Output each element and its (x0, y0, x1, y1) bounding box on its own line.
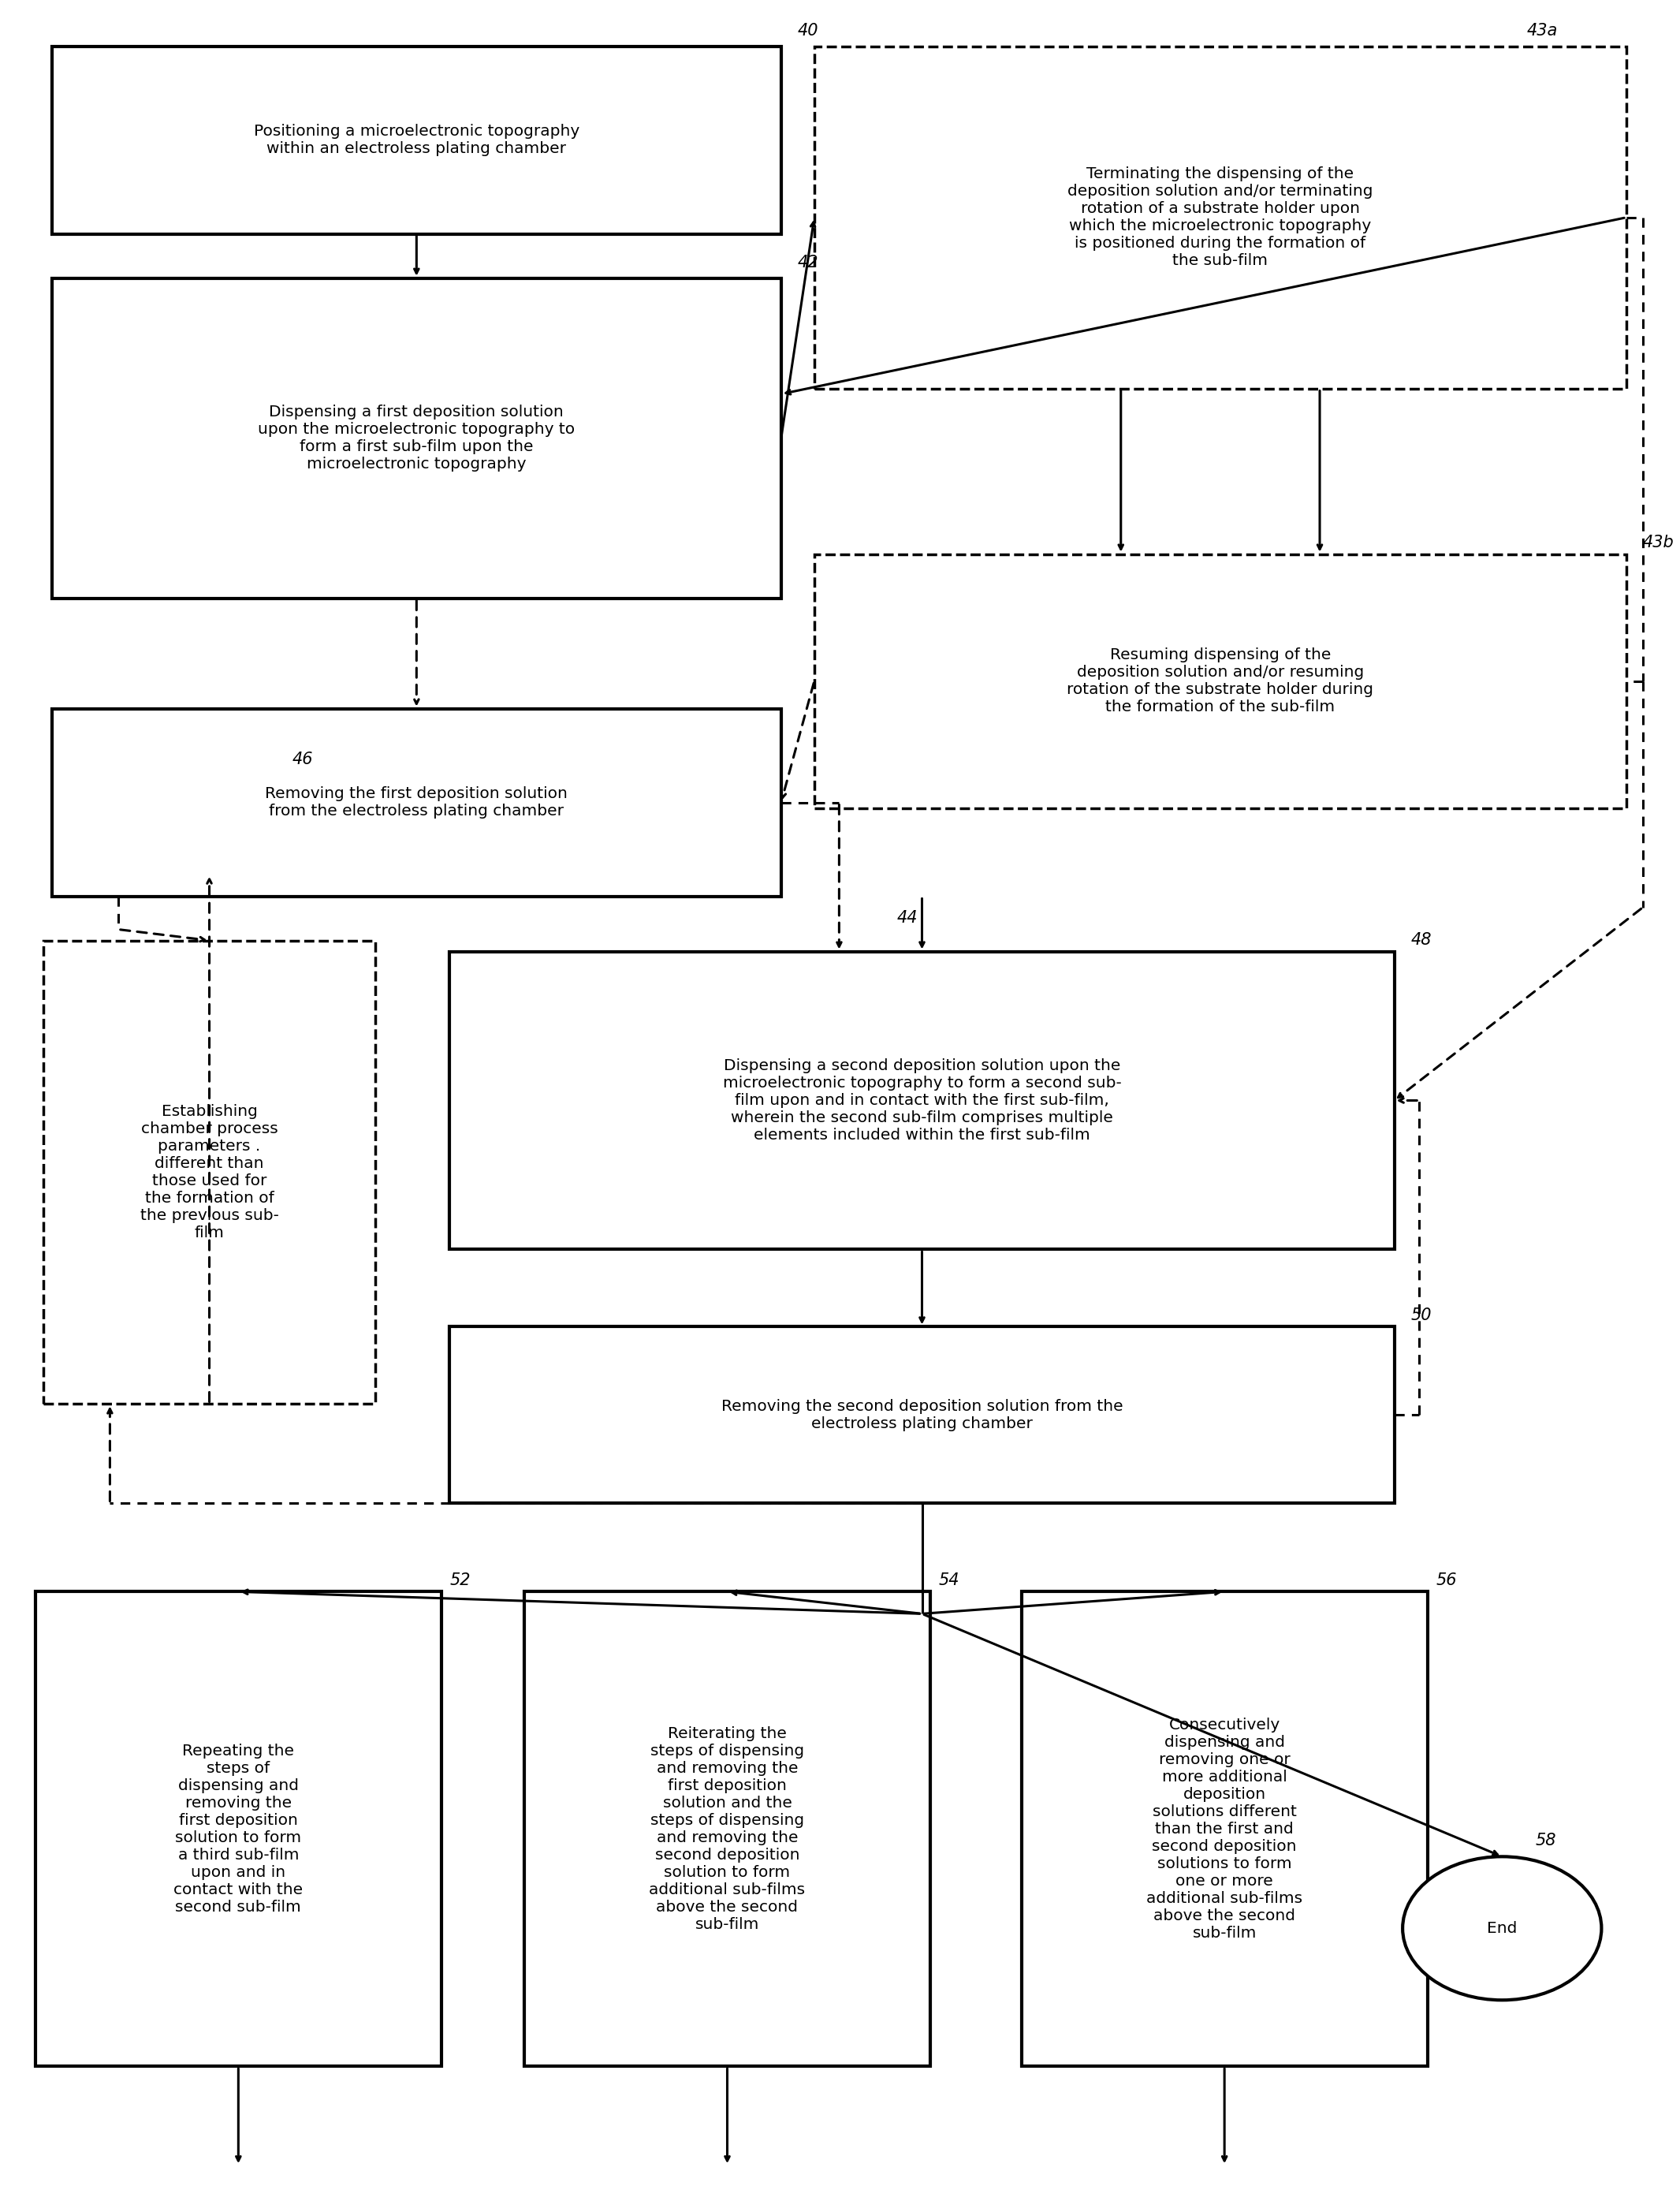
Text: 52: 52 (450, 1573, 470, 1588)
FancyBboxPatch shape (1021, 1593, 1428, 2066)
FancyBboxPatch shape (524, 1593, 931, 2066)
Text: Consecutively
dispensing and
removing one or
more additional
deposition
solution: Consecutively dispensing and removing on… (1146, 1717, 1302, 1940)
Text: 46: 46 (292, 752, 312, 768)
FancyBboxPatch shape (815, 553, 1626, 807)
Text: Resuming dispensing of the
deposition solution and/or resuming
rotation of the s: Resuming dispensing of the deposition so… (1067, 648, 1374, 714)
FancyBboxPatch shape (52, 279, 781, 597)
Text: Establishing
chamber process
parameters .
different than
those used for
the form: Establishing chamber process parameters … (139, 1104, 279, 1241)
FancyBboxPatch shape (450, 1327, 1394, 1504)
Text: 44: 44 (897, 909, 917, 927)
Text: 58: 58 (1536, 1834, 1556, 1849)
Text: End: End (1487, 1920, 1517, 1936)
Text: 43b: 43b (1643, 535, 1675, 551)
Text: 50: 50 (1411, 1307, 1431, 1323)
FancyBboxPatch shape (52, 708, 781, 896)
Text: 42: 42 (798, 254, 818, 270)
Text: 54: 54 (939, 1573, 959, 1588)
Text: Terminating the dispensing of the
deposition solution and/or terminating
rotatio: Terminating the dispensing of the deposi… (1067, 166, 1373, 268)
Text: 48: 48 (1411, 931, 1431, 949)
FancyBboxPatch shape (450, 951, 1394, 1250)
Text: 43a: 43a (1527, 22, 1557, 38)
Text: Positioning a microelectronic topography
within an electroless plating chamber: Positioning a microelectronic topography… (254, 124, 580, 157)
Text: Reiterating the
steps of dispensing
and removing the
first deposition
solution a: Reiterating the steps of dispensing and … (648, 1725, 805, 1931)
FancyBboxPatch shape (35, 1593, 442, 2066)
Text: 56: 56 (1436, 1573, 1457, 1588)
FancyBboxPatch shape (44, 940, 375, 1405)
Text: Removing the second deposition solution from the
electroless plating chamber: Removing the second deposition solution … (721, 1398, 1122, 1431)
FancyBboxPatch shape (52, 46, 781, 234)
Text: 40: 40 (798, 22, 818, 38)
Text: Dispensing a first deposition solution
upon the microelectronic topography to
fo: Dispensing a first deposition solution u… (259, 405, 575, 471)
FancyBboxPatch shape (815, 46, 1626, 389)
Ellipse shape (1403, 1856, 1601, 2000)
Text: Removing the first deposition solution
from the electroless plating chamber: Removing the first deposition solution f… (265, 785, 568, 818)
Text: Repeating the
steps of
dispensing and
removing the
first deposition
solution to : Repeating the steps of dispensing and re… (173, 1743, 302, 1916)
Text: Dispensing a second deposition solution upon the
microelectronic topography to f: Dispensing a second deposition solution … (722, 1057, 1121, 1144)
